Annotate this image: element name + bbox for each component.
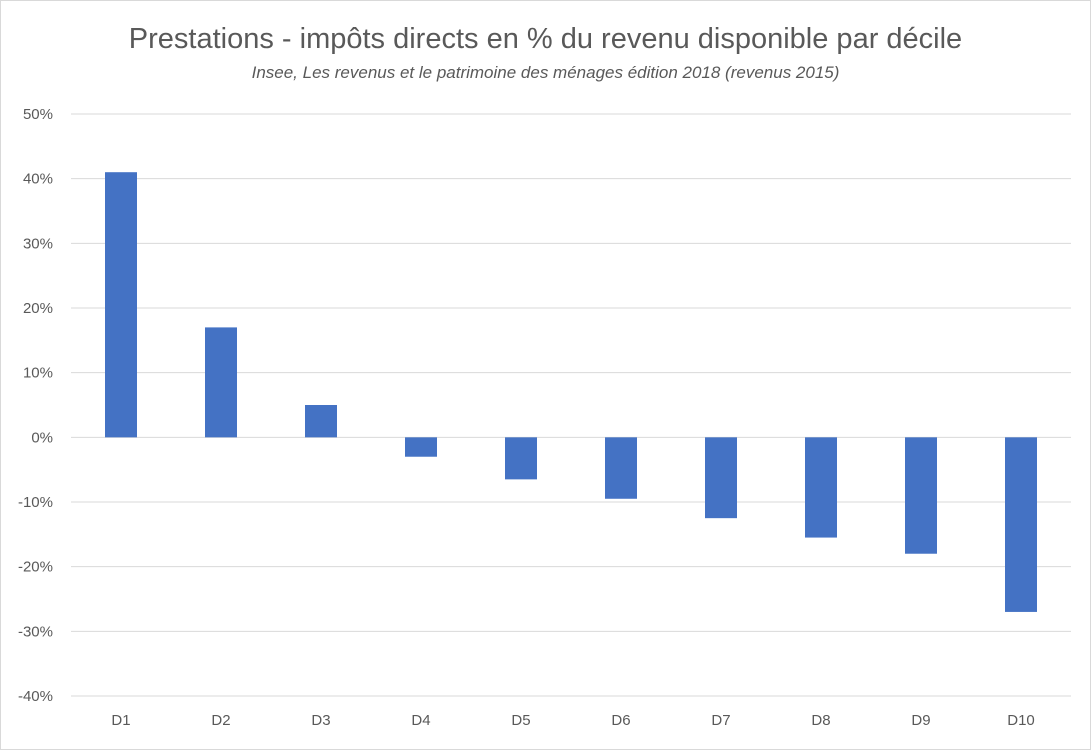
x-tick-label: D3 <box>311 712 330 729</box>
bar-d5 <box>505 437 537 480</box>
y-tick-label: 20% <box>23 300 53 317</box>
bar-d4 <box>405 437 437 457</box>
x-axis-ticks: D1 D2 D3 D4 D5 D6 D7 D8 D9 D10 <box>111 712 1034 729</box>
y-tick-label: 30% <box>23 235 53 252</box>
bar-d2 <box>205 327 237 438</box>
y-tick-label: -40% <box>18 688 53 705</box>
x-tick-label: D2 <box>211 712 230 729</box>
y-tick-label: -10% <box>18 494 53 511</box>
bar-d7 <box>705 437 737 519</box>
y-tick-label: 0% <box>31 429 53 446</box>
y-tick-label: -20% <box>18 559 53 576</box>
chart-subtitle: Insee, Les revenus et le patrimoine des … <box>251 63 840 82</box>
y-axis-ticks: 50% 40% 30% 20% 10% 0% -10% -20% -30% -40% <box>18 106 53 705</box>
bar-d6 <box>605 437 637 499</box>
x-tick-label: D9 <box>911 712 930 729</box>
bar-d8 <box>805 437 837 538</box>
y-tick-label: 10% <box>23 365 53 382</box>
x-tick-label: D7 <box>711 712 730 729</box>
y-tick-label: 50% <box>23 106 53 123</box>
x-tick-label: D5 <box>511 712 530 729</box>
x-tick-label: D8 <box>811 712 830 729</box>
x-tick-label: D10 <box>1007 712 1035 729</box>
x-tick-label: D4 <box>411 712 430 729</box>
x-tick-label: D1 <box>111 712 130 729</box>
x-tick-label: D6 <box>611 712 630 729</box>
bar-d10 <box>1005 437 1037 612</box>
bar-d3 <box>305 405 337 438</box>
bar-d9 <box>905 437 937 554</box>
chart-title: Prestations - impôts directs en % du rev… <box>128 23 963 55</box>
y-tick-label: -30% <box>18 623 53 640</box>
y-tick-label: 40% <box>23 171 53 188</box>
bars <box>105 172 1037 612</box>
gridlines <box>71 113 1071 697</box>
bar-d1 <box>105 172 137 438</box>
